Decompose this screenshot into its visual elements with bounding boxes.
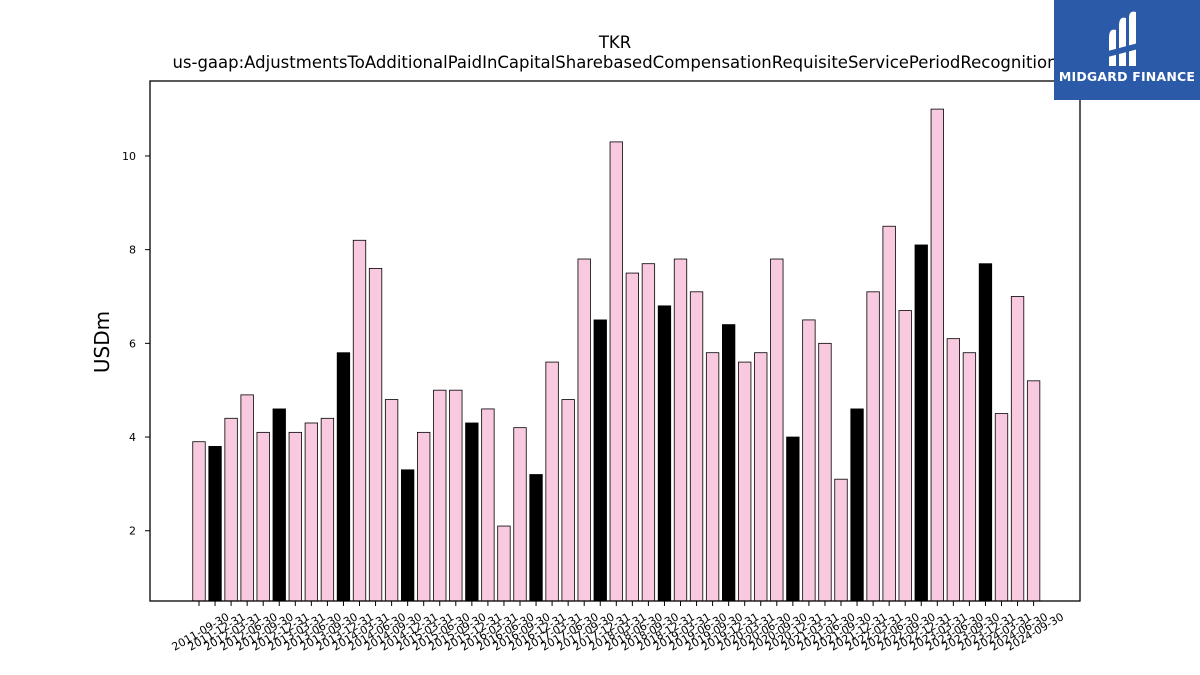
bar [738,361,752,602]
bar [962,352,977,602]
y-tick-label: 4 [129,431,136,444]
bar [609,141,623,602]
midgard-logo-icon [1104,11,1142,67]
bar [481,408,495,602]
bar [545,361,559,602]
y-tick-label: 8 [129,244,136,257]
bar [722,324,736,602]
bar [657,305,672,602]
bar [994,413,1009,602]
bar [930,108,944,602]
chart-title: TKR [598,33,631,52]
y-axis-ticks: 2 4 6 8 10 [122,150,150,538]
y-axis-label: USDm [90,311,114,373]
bar [497,525,511,602]
bar [465,422,479,602]
bar [529,474,543,602]
bar [352,239,367,602]
bar [513,427,527,602]
bar [641,263,656,602]
bar [770,258,784,602]
plot-frame [149,80,1081,602]
y-tick-label: 6 [129,337,136,350]
bar [272,408,286,602]
bar [417,431,431,602]
bar [192,441,206,602]
bar [577,258,591,602]
bar [400,469,415,602]
bar [689,291,704,602]
bar [1026,380,1041,602]
bar [224,417,238,602]
bar [304,422,319,602]
chart-subtitle: us-gaap:AdjustmentsToAdditionalPaidInCap… [172,53,1057,72]
bar [336,352,351,602]
y-tick-label: 2 [129,525,136,538]
bar [786,436,800,602]
bar [625,272,639,602]
bar [208,446,222,602]
bar [384,399,399,602]
x-axis-ticks: 2011-09-302011-12-312012-03-312012-06-30… [170,601,1066,654]
bar [256,431,270,602]
bars-group [192,108,1041,602]
bar [946,338,960,602]
bar [561,399,575,602]
bar [802,319,816,602]
bar [818,342,832,602]
bar [705,352,720,602]
bar [593,319,607,602]
bar [754,352,768,602]
midgard-finance-logo: MIDGARD FINANCE [1054,0,1200,100]
bar [978,263,993,602]
bar [866,291,880,602]
bar [320,417,335,602]
bar [898,310,912,602]
bar [240,394,254,602]
bar [368,267,383,602]
y-tick-label: 10 [122,150,136,163]
bar [673,258,688,602]
bar [288,431,302,602]
bar [1010,296,1025,602]
bar [449,389,463,602]
bar [834,478,848,602]
bar [914,244,928,602]
bar [433,389,447,602]
logo-text: MIDGARD FINANCE [1058,69,1196,84]
bar [882,225,896,602]
bar [850,408,864,602]
